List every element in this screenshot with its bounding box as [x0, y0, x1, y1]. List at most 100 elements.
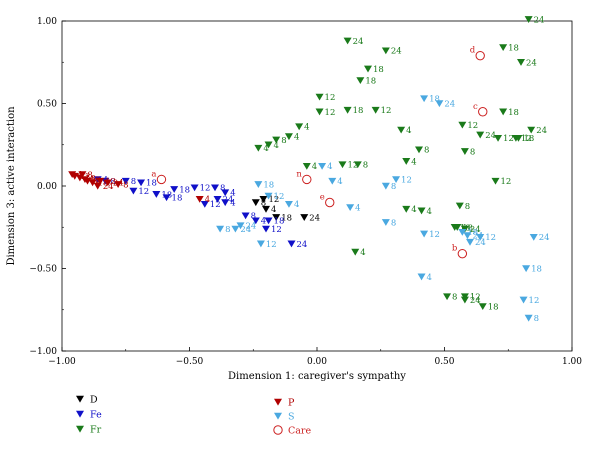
point-fe: [137, 179, 146, 187]
point-label-care: e: [320, 193, 325, 203]
point-label-p: 8: [87, 170, 92, 180]
point-s: [256, 240, 265, 248]
point-label-s: 4: [427, 273, 432, 283]
point-label-fr: 4: [304, 123, 309, 133]
point-label-fr: 4: [294, 133, 299, 143]
point-d: [272, 214, 281, 221]
point-s: [284, 200, 293, 208]
point-label-fe: 12: [138, 187, 149, 197]
point-label-p: 24: [103, 182, 114, 192]
point-fr: [514, 134, 523, 142]
legend-label-fe: Fe: [90, 410, 102, 421]
point-label-d: 18: [281, 213, 292, 223]
point-label-s: 4: [355, 203, 360, 213]
point-fe: [262, 225, 270, 233]
y-tick-label: 0.00: [37, 182, 57, 192]
point-label-d: 12: [268, 195, 279, 205]
legend-label-s: S: [288, 412, 295, 423]
point-label-s: 4: [294, 200, 299, 210]
legend-marker-care: [273, 425, 283, 435]
point-label-fr: 18: [353, 106, 364, 116]
point-label-fr: 8: [470, 147, 475, 157]
point-fe: [287, 240, 296, 248]
point-fe: [162, 194, 171, 202]
point-label-fe: 8: [251, 212, 256, 222]
point-d: [262, 205, 270, 213]
y-tick-label: 1.00: [37, 17, 57, 27]
point-label-s: 12: [529, 296, 540, 306]
point-label-fe: 4: [230, 199, 235, 209]
point-fe: [264, 217, 273, 225]
point-p: [88, 179, 97, 187]
point-fr: [381, 47, 390, 55]
x-tick-label: 1.00: [562, 357, 582, 367]
point-d: [259, 196, 268, 203]
point-label-fr: 18: [523, 134, 534, 144]
point-label-fr: 8: [465, 202, 470, 212]
point-label-fe: 18: [146, 179, 157, 189]
y-tick-label: 0.50: [37, 100, 57, 110]
point-s: [463, 232, 472, 240]
point-label-fr: 8: [424, 146, 429, 156]
point-label-fr: 24: [470, 225, 481, 235]
point-label-fe: 4: [230, 189, 235, 199]
point-label-fr: 12: [467, 121, 478, 131]
point-label-fr: 4: [274, 141, 279, 151]
point-label-fr: 4: [427, 207, 432, 217]
point-d: [300, 214, 309, 221]
point-fr: [254, 144, 263, 152]
legend-marker-fr: [76, 425, 84, 433]
point-p: [96, 177, 105, 185]
point-label-fr: 4: [312, 162, 317, 172]
point-fr: [371, 106, 380, 114]
point-p: [114, 181, 123, 188]
point-label-fe: 18: [274, 217, 285, 227]
point-fr: [476, 131, 485, 139]
point-label-care: b: [452, 244, 458, 254]
point-s: [381, 182, 390, 190]
point-label-fr: 4: [360, 248, 365, 258]
point-fr: [460, 148, 469, 155]
point-s: [519, 296, 528, 304]
point-fr: [315, 108, 324, 116]
point-s: [466, 238, 474, 246]
x-tick-label: 0.50: [434, 357, 454, 367]
point-label-fr: 12: [325, 93, 336, 103]
point-label-p: 18: [98, 179, 109, 189]
point-label-care: c: [473, 102, 478, 112]
point-label-care: d: [470, 46, 476, 56]
point-p: [93, 182, 102, 190]
point-label-s: 8: [391, 218, 396, 228]
point-s: [524, 314, 533, 322]
point-label-fr: 12: [503, 134, 514, 144]
point-s: [328, 177, 337, 185]
point-label-fr: 24: [536, 126, 547, 136]
point-fr: [402, 205, 411, 213]
point-label-p: 8: [123, 180, 128, 190]
point-label-fe: 8: [131, 177, 136, 187]
point-p: [195, 196, 204, 203]
point-fr: [450, 224, 459, 231]
point-label-fr: 24: [470, 296, 481, 306]
point-label-fe: 12: [200, 184, 211, 194]
x-tick-label: −1.00: [48, 357, 76, 367]
point-label-fr: 24: [534, 15, 545, 25]
point-label-s: 18: [467, 228, 478, 238]
point-label-d: 8: [261, 199, 266, 209]
point-label-s: 8: [391, 182, 396, 192]
point-s: [458, 229, 467, 236]
point-fr: [338, 161, 347, 169]
point-fr: [455, 202, 464, 210]
legend-label-fr: Fr: [90, 425, 102, 436]
point-label-s: 18: [531, 265, 542, 275]
point-label-s: 24: [539, 233, 550, 243]
point-s: [236, 222, 245, 230]
point-label-fr: 12: [470, 293, 481, 303]
plot-points: 8124182448818121818128424124188418122424…: [68, 15, 550, 324]
point-fe: [190, 184, 199, 192]
point-s: [346, 204, 355, 212]
point-label-p: 12: [105, 177, 116, 187]
point-fr: [517, 59, 525, 66]
